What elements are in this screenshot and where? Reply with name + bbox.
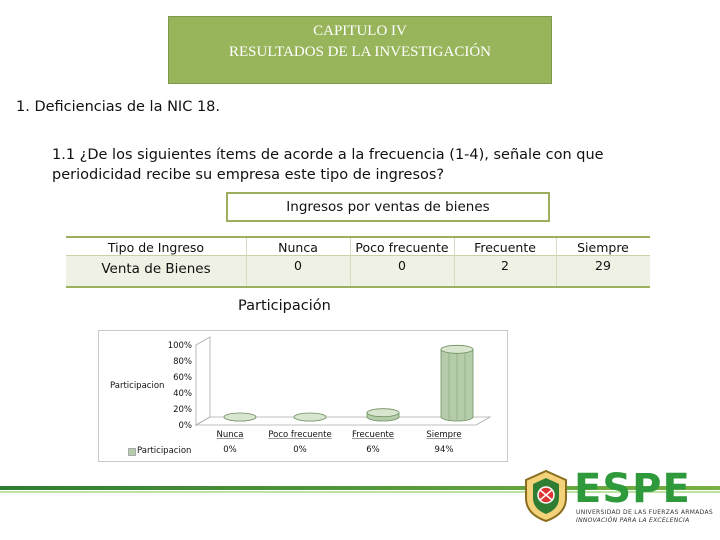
chart-frame	[98, 330, 508, 462]
question-line2: periodicidad recibe su empresa este tipo…	[52, 167, 445, 183]
table-cell: 0	[294, 258, 302, 273]
y-tick-label: 0%	[178, 421, 193, 431]
value-label: 0%	[223, 445, 237, 455]
x-category-label: Siempre	[426, 430, 462, 440]
table-header-cell: Siempre	[577, 240, 629, 255]
legend-label: Participacion	[137, 446, 192, 456]
section-heading: 1. Deficiencias de la NIC 18.	[16, 99, 220, 115]
chart-bars	[223, 344, 474, 422]
y-tick-label: 100%	[167, 341, 192, 351]
table-col-divider	[246, 238, 247, 286]
chapter-title-box: CAPITULO IV RESULTADOS DE LA INVESTIGACI…	[168, 16, 552, 84]
value-label: 94%	[434, 445, 454, 455]
table-cell: 2	[501, 258, 509, 273]
value-label: 0%	[293, 445, 307, 455]
y-tick-label: 20%	[173, 405, 192, 415]
table-header-cell: Poco frecuente	[355, 240, 449, 255]
chapter-title-line1: CAPITULO IV	[313, 23, 407, 39]
chart-axes	[194, 336, 492, 426]
question-line1: 1.1 ¿De los siguientes ítems de acorde a…	[52, 147, 604, 163]
logo-tagline: INNOVACIÓN PARA LA EXCELENCIA	[576, 517, 690, 524]
chart-bar	[293, 412, 327, 422]
value-label: 6%	[366, 445, 380, 455]
table-subtitle: Ingresos por ventas de bienes	[226, 192, 550, 222]
table-header-cell: Tipo de Ingreso	[107, 240, 205, 255]
legend-swatch	[128, 448, 136, 456]
table-bottom-rule	[66, 286, 650, 288]
chart-title: Participación	[238, 298, 331, 314]
chart-axis-wall	[195, 336, 211, 426]
footer-rule	[0, 486, 720, 490]
table-cell: Venta de Bienes	[101, 261, 211, 277]
table-cell: 0	[398, 258, 406, 273]
table-header-cell: Nunca	[278, 240, 318, 255]
logo-wordmark: ESPE	[574, 466, 691, 512]
y-axis-label: Participacion	[110, 381, 165, 391]
footer-rule-light	[0, 491, 720, 493]
question-text: 1.1 ¿De los siguientes ítems de acorde a…	[52, 145, 652, 185]
table-col-divider	[454, 238, 455, 286]
table-cell: 29	[595, 258, 611, 273]
table-col-divider	[556, 238, 557, 286]
x-category-label: Frecuente	[351, 430, 395, 440]
y-tick-label: 80%	[173, 357, 192, 367]
chapter-title-line2: RESULTADOS DE LA INVESTIGACIÓN	[229, 44, 491, 60]
chart-bar	[223, 412, 257, 422]
table-header-cell: Frecuente	[474, 240, 536, 255]
chart-bar	[366, 408, 400, 422]
university-crest-icon	[525, 469, 567, 523]
x-category-label: Poco frecuente	[268, 430, 332, 440]
logo-subtitle: UNIVERSIDAD DE LAS FUERZAS ARMADAS	[576, 509, 713, 516]
chart-bar	[440, 344, 474, 422]
x-category-label: Nunca	[216, 430, 244, 440]
table-col-divider	[350, 238, 351, 286]
y-tick-label: 60%	[173, 373, 192, 383]
table-row-divider	[66, 255, 650, 256]
chart-axis-floor	[194, 416, 492, 426]
y-tick-label: 40%	[173, 389, 192, 399]
table-row-background	[66, 255, 650, 286]
table-top-rule	[66, 236, 650, 238]
